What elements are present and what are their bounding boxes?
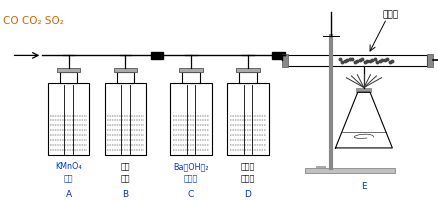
Text: Ba（OH）₂: Ba（OH）₂ [173, 162, 208, 170]
Bar [104, 84, 146, 155]
Text: KMnO₄: KMnO₄ [55, 162, 81, 170]
Bar [426, 55, 432, 68]
Bar [179, 69, 202, 73]
Bar [272, 53, 284, 59]
Bar [287, 56, 426, 67]
Bar [182, 73, 199, 84]
Bar [356, 88, 371, 93]
Bar [113, 69, 137, 73]
Bar [304, 168, 394, 173]
Text: 氧化铜: 氧化铜 [381, 10, 397, 19]
Bar [117, 73, 134, 84]
Text: 浓溶液: 浓溶液 [184, 173, 198, 182]
Bar [315, 166, 324, 168]
Bar [239, 73, 256, 84]
Text: E: E [360, 181, 366, 190]
Text: B: B [122, 189, 128, 198]
Text: D: D [244, 189, 251, 198]
Text: 澄　清: 澄 清 [240, 162, 254, 170]
Bar [170, 84, 212, 155]
Bar [322, 58, 338, 64]
Bar [150, 53, 162, 59]
Bar [60, 73, 77, 84]
Bar [236, 69, 259, 73]
Text: CO CO₂ SO₂: CO CO₂ SO₂ [3, 16, 64, 25]
Text: 品红: 品红 [120, 162, 130, 170]
Text: 溶液: 溶液 [64, 173, 73, 182]
Bar [48, 84, 89, 155]
Bar [226, 84, 268, 155]
Bar [57, 69, 80, 73]
Bar [282, 55, 288, 68]
Text: A: A [65, 189, 71, 198]
Text: C: C [187, 189, 194, 198]
Text: 石灰水: 石灰水 [240, 173, 254, 182]
Text: 溶液: 溶液 [120, 173, 130, 182]
